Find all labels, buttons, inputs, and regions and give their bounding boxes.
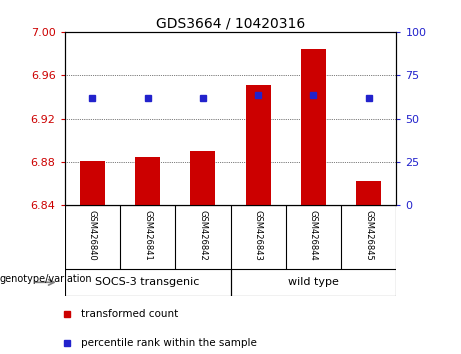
Text: percentile rank within the sample: percentile rank within the sample: [81, 338, 257, 348]
Text: GSM426844: GSM426844: [309, 210, 318, 261]
Text: SOCS-3 transgenic: SOCS-3 transgenic: [95, 277, 200, 287]
Text: genotype/variation: genotype/variation: [0, 274, 93, 284]
Bar: [80, 161, 105, 205]
Text: transformed count: transformed count: [81, 309, 178, 319]
Bar: [190, 151, 215, 205]
Bar: [135, 156, 160, 205]
Text: GSM426840: GSM426840: [88, 210, 97, 261]
Text: GSM426845: GSM426845: [364, 210, 373, 261]
Title: GDS3664 / 10420316: GDS3664 / 10420316: [156, 17, 305, 31]
Text: GSM426843: GSM426843: [254, 210, 263, 261]
Text: wild type: wild type: [288, 277, 339, 287]
Text: GSM426842: GSM426842: [198, 210, 207, 261]
Text: GSM426841: GSM426841: [143, 210, 152, 261]
Bar: [356, 182, 381, 205]
Bar: [246, 85, 271, 205]
Bar: [301, 49, 326, 205]
